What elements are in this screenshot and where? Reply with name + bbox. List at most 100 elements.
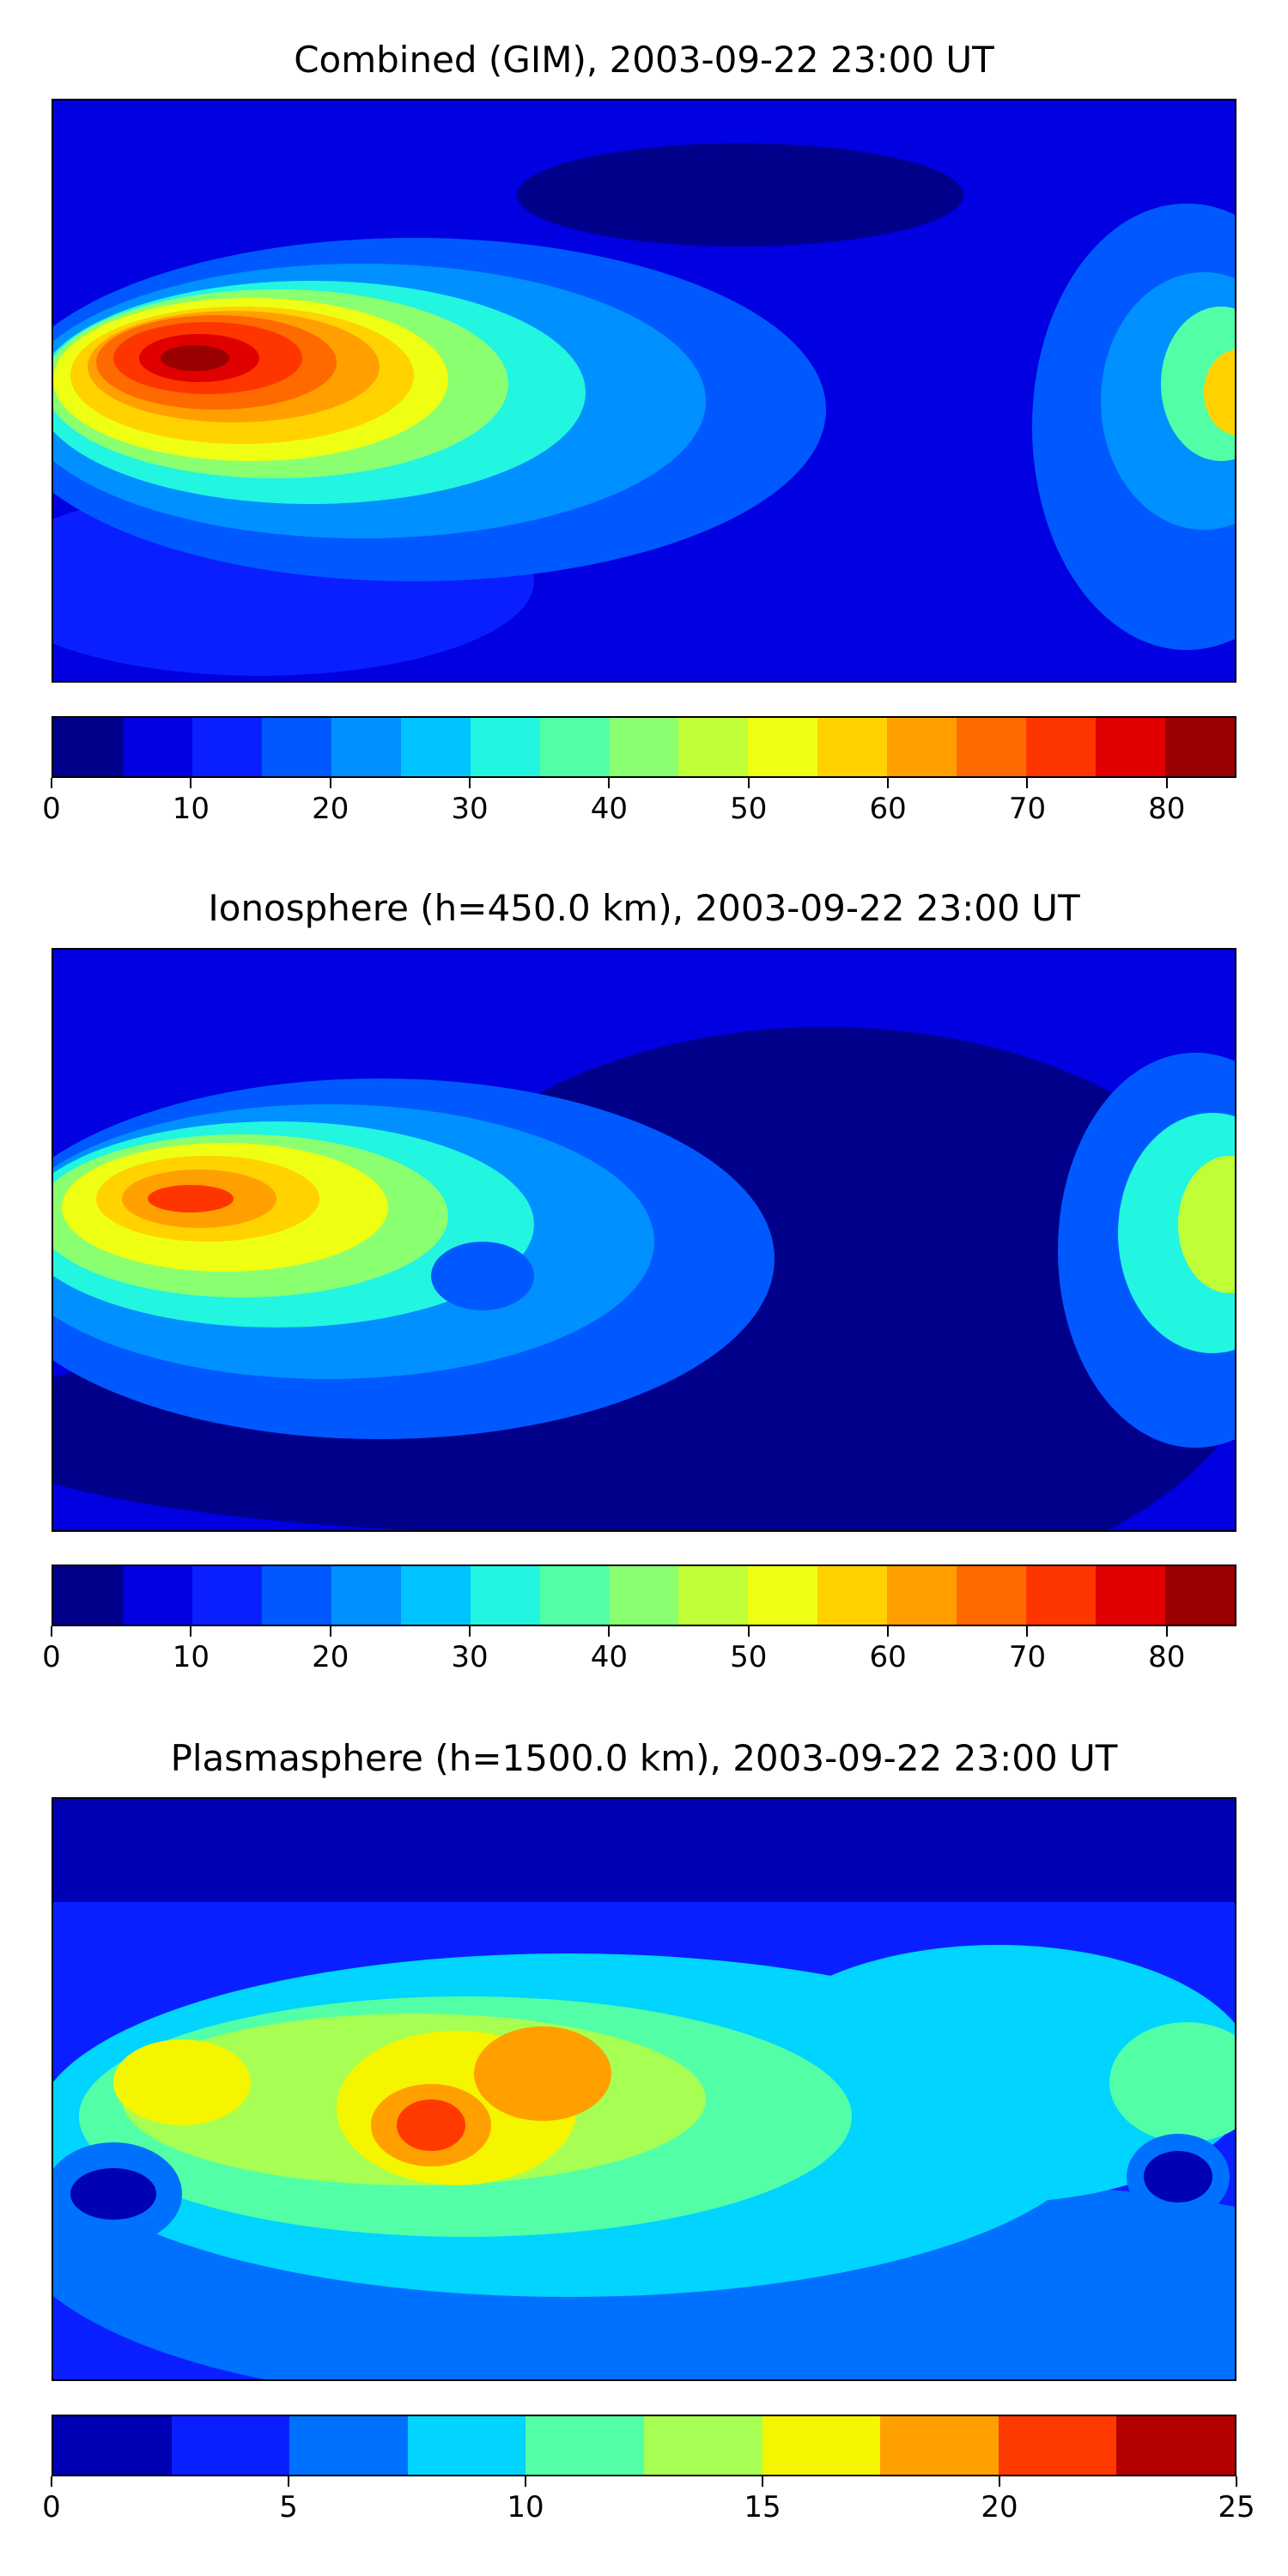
colorbar-tick-mark [190,778,192,788]
colorbar-segment [998,2416,1117,2475]
colorbar-segment [609,718,679,776]
colorbar-tick-mark [762,2476,763,2487]
colorbar-segment [678,718,749,776]
colorbar-segment [191,718,262,776]
colorbar-segment [331,1566,401,1625]
colorbar-tick-label: 70 [1008,792,1047,826]
colorbar-tick-label: 5 [279,2490,298,2524]
colorbar-tick-label: 10 [172,1640,210,1674]
colorbar-segment [880,2416,999,2475]
map-title: Combined (GIM), 2003-09-22 23:00 UT [294,39,994,81]
colorbar [52,716,1236,778]
colorbar-segment [887,1566,957,1625]
colorbar-segment [1116,2416,1235,2475]
colorbar-tick-label: 50 [730,1640,768,1674]
colorbar-segment [407,2416,526,2475]
colorbar-tick-label: 20 [312,792,349,826]
colorbar-tick-label: 10 [507,2490,544,2524]
map-title: Ionosphere (h=450.0 km), 2003-09-22 23:0… [208,887,1080,929]
colorbar-tick-mark [51,1626,52,1637]
colorbar-tick-mark [190,1626,192,1637]
colorbar-segment [1165,718,1235,776]
colorbar-segment [539,1566,610,1625]
colorbar-tick-mark [1026,778,1029,788]
colorbar-segment [470,718,540,776]
colorbar-segment [748,1566,818,1625]
colorbar-tick-label: 25 [1218,2490,1255,2524]
colorbar-tick-label: 60 [869,1640,907,1674]
map-plot [53,100,1235,681]
colorbar-segment [609,1566,679,1625]
colorbar-segment [400,718,471,776]
colorbar-tick-mark [1165,778,1168,788]
colorbar-segment [1096,718,1165,776]
colorbar-segment [643,2416,762,2475]
colorbar-tick-label: 20 [312,1640,349,1674]
colorbar-tick-label: 20 [981,2490,1018,2524]
colorbar-tick-mark [1026,1626,1029,1637]
map-title: Plasmasphere (h=1500.0 km), 2003-09-22 2… [170,1737,1118,1779]
colorbar-tick-label: 40 [590,792,629,826]
colorbar-tick-mark [329,1626,331,1637]
colorbar-tick-label: 80 [1148,1640,1186,1674]
colorbar-tick-mark [288,2476,289,2487]
colorbar-tick-mark [1165,1626,1168,1637]
colorbar-segment [539,718,610,776]
colorbar-tick-mark [887,778,890,788]
colorbar-segment [817,718,888,776]
colorbar-segment [957,718,1027,776]
colorbar-segment [748,718,818,776]
colorbar [52,1564,1236,1626]
colorbar-tick-label: 10 [172,792,210,826]
colorbar-segment [470,1566,540,1625]
colorbar-segment [1096,1566,1165,1625]
tec-map [52,1797,1236,2381]
colorbar-segment [1165,1566,1235,1625]
colorbar-segment [331,718,401,776]
colorbar-segment [289,2416,408,2475]
colorbar-tick-label: 60 [869,792,907,826]
colorbar-ticks: 0 10 20 30 40 50 60 70 80 [42,778,1236,826]
colorbar-segment [887,718,957,776]
colorbar-tick-label: 0 [42,1640,61,1674]
colorbar-segment [261,718,331,776]
colorbar-segment [53,2416,172,2475]
colorbar-tick-mark [51,2476,52,2487]
colorbar-segment [400,1566,471,1625]
colorbar-segment [261,1566,331,1625]
colorbar-tick-mark [1236,2476,1237,2487]
colorbar-tick-label: 50 [730,792,768,826]
colorbar-segment [526,2416,644,2475]
colorbar-tick-label: 30 [451,1640,489,1674]
colorbar-segment [678,1566,749,1625]
tec-map [52,948,1236,1532]
tec-map [52,99,1236,683]
colorbar-tick-mark [747,778,750,788]
colorbar-tick-mark [525,2476,526,2487]
colorbar-tick-mark [469,1626,471,1637]
colorbar-tick-mark [887,1626,890,1637]
colorbar-tick-mark [51,778,52,788]
colorbar-segment [762,2416,881,2475]
colorbar-tick-label: 40 [590,1640,629,1674]
colorbar-tick-label: 80 [1148,792,1186,826]
colorbar-segment [1026,718,1097,776]
colorbar-ticks: 0 5 10 15 20 25 [42,2476,1255,2524]
colorbar-segment [1026,1566,1097,1625]
colorbar-segment [122,718,192,776]
colorbar-segment [191,1566,262,1625]
map-plot [53,950,1235,1530]
colorbar-segment [122,1566,192,1625]
colorbar-segment [817,1566,888,1625]
colorbar-tick-mark [329,778,331,788]
colorbar-tick-label: 70 [1008,1640,1047,1674]
colorbar-tick-mark [608,778,611,788]
colorbar-tick-mark [608,1626,611,1637]
colorbar-tick-label: 0 [42,2490,61,2524]
colorbar [52,2415,1236,2476]
colorbar-segment [171,2416,290,2475]
colorbar-tick-mark [469,778,471,788]
colorbar-segment [957,1566,1027,1625]
colorbar-tick-label: 30 [451,792,489,826]
colorbar-segment [53,1566,123,1625]
